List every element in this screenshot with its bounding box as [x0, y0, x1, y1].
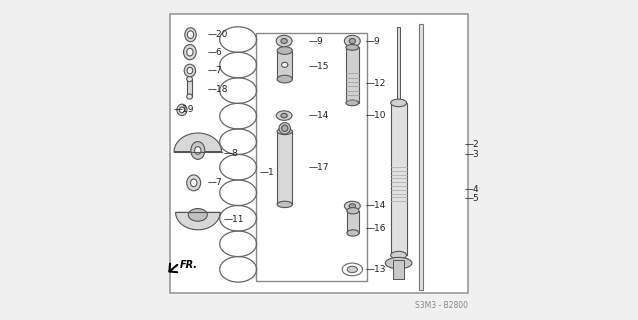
Text: —9: —9 [366, 36, 380, 45]
Bar [393, 260, 404, 279]
Text: S3M3 - B2800: S3M3 - B2800 [415, 301, 468, 310]
Text: —2: —2 [465, 140, 480, 149]
Text: —14: —14 [309, 111, 329, 120]
Polygon shape [174, 133, 221, 152]
Ellipse shape [187, 76, 193, 82]
Ellipse shape [345, 35, 360, 47]
Ellipse shape [276, 111, 292, 120]
Text: —9: —9 [309, 36, 323, 45]
FancyBboxPatch shape [170, 14, 468, 293]
Bar [346, 47, 359, 103]
Ellipse shape [346, 100, 359, 106]
Ellipse shape [179, 107, 184, 113]
Text: —13: —13 [366, 265, 386, 274]
Text: —7: —7 [207, 66, 222, 75]
Ellipse shape [347, 230, 359, 236]
Ellipse shape [347, 208, 359, 214]
Ellipse shape [390, 99, 406, 107]
Text: —1: —1 [260, 168, 275, 177]
Text: —17: —17 [309, 164, 329, 172]
Text: FR.: FR. [180, 260, 198, 270]
Ellipse shape [191, 179, 197, 187]
Ellipse shape [345, 201, 360, 211]
Ellipse shape [347, 266, 357, 273]
Text: —16: —16 [366, 224, 386, 233]
Ellipse shape [346, 44, 359, 50]
Ellipse shape [188, 31, 194, 38]
Ellipse shape [281, 38, 287, 44]
Bar [390, 103, 406, 255]
Ellipse shape [276, 35, 292, 47]
Text: —19: —19 [174, 105, 194, 114]
Text: —3: —3 [465, 150, 480, 159]
Bar [419, 24, 423, 290]
Ellipse shape [342, 263, 362, 276]
Ellipse shape [277, 75, 292, 83]
Bar [277, 132, 292, 204]
Bar [347, 211, 359, 233]
Ellipse shape [349, 38, 355, 44]
Ellipse shape [185, 28, 197, 42]
Ellipse shape [277, 201, 292, 208]
Ellipse shape [279, 123, 290, 134]
Ellipse shape [187, 68, 193, 74]
Text: —12: —12 [366, 79, 386, 88]
Ellipse shape [277, 47, 292, 54]
Ellipse shape [177, 104, 187, 116]
Ellipse shape [281, 125, 288, 132]
Ellipse shape [191, 142, 205, 159]
Text: —8: —8 [224, 148, 239, 157]
FancyBboxPatch shape [256, 33, 367, 281]
Bar [277, 51, 292, 79]
Ellipse shape [184, 64, 196, 77]
Text: —18: —18 [207, 85, 228, 94]
Text: —4: —4 [465, 185, 480, 194]
Text: —7: —7 [207, 178, 222, 187]
Text: —5: —5 [465, 194, 480, 203]
Ellipse shape [277, 128, 292, 135]
Text: —15: —15 [309, 62, 329, 71]
Polygon shape [175, 212, 220, 230]
Ellipse shape [281, 62, 288, 68]
Ellipse shape [349, 204, 355, 208]
Ellipse shape [187, 175, 201, 191]
Ellipse shape [187, 48, 193, 56]
Bar [187, 79, 193, 97]
Text: —10: —10 [366, 111, 386, 120]
Ellipse shape [187, 94, 193, 99]
Ellipse shape [195, 147, 201, 154]
Text: —6: —6 [207, 48, 222, 57]
Ellipse shape [188, 209, 207, 221]
Text: —11: —11 [224, 215, 244, 224]
Ellipse shape [390, 252, 406, 259]
Text: —20: —20 [207, 30, 228, 39]
Text: —14: —14 [366, 202, 386, 211]
Ellipse shape [184, 44, 197, 60]
Bar [397, 27, 400, 277]
Ellipse shape [281, 113, 287, 118]
Ellipse shape [385, 257, 412, 269]
